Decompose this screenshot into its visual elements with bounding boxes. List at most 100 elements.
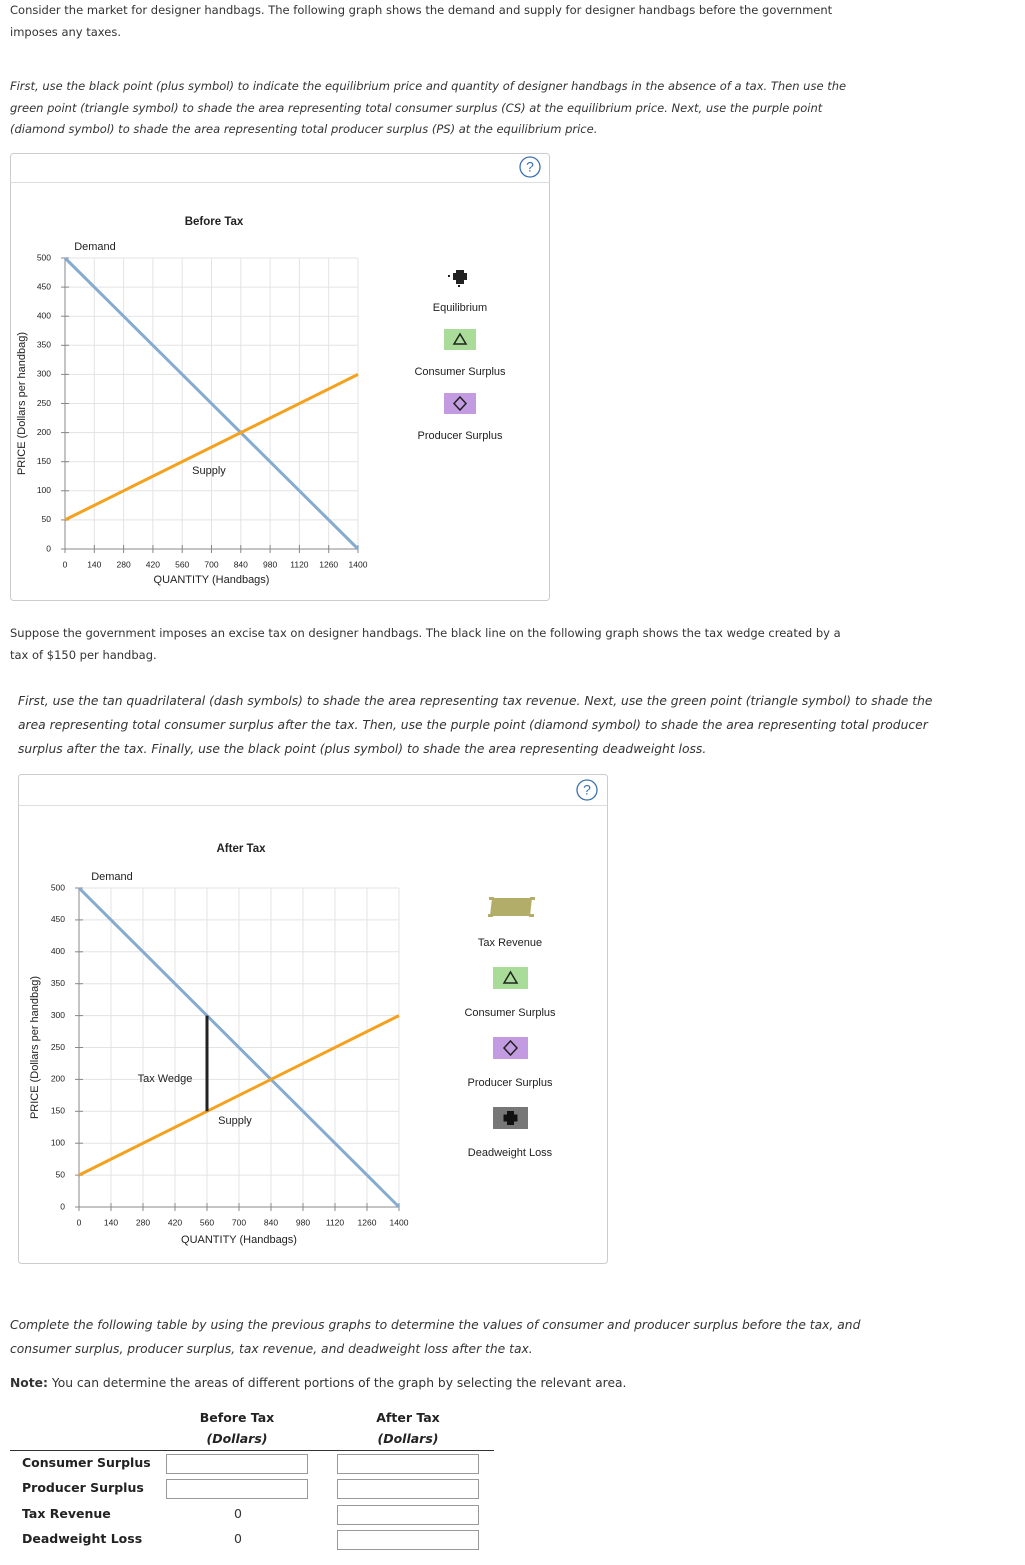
y-axis-label: PRICE (Dollars per handbag) [29,976,41,1119]
y-tick-label: 300 [37,369,51,379]
column-header: After Tax [376,1410,440,1425]
row-label: Tax Revenue [22,1506,111,1521]
x-tick-label: 980 [263,559,277,569]
series-line [63,256,360,551]
chart-title: After Tax [217,843,267,855]
svg-text:?: ? [583,782,591,798]
x-tick-label: 1260 [319,559,338,569]
y-tick-label: 300 [51,1010,65,1020]
svg-text:?: ? [526,159,534,175]
y-tick-label: 150 [51,1106,65,1116]
tool-label: Deadweight Loss [468,1147,553,1159]
x-tick-label: 140 [87,559,101,569]
consumer-surplus-tool[interactable] [493,967,528,989]
y-tick-label: 150 [37,456,51,466]
y-tick-label: 500 [37,252,51,262]
producer-surplus-tool[interactable] [493,1037,528,1059]
series-label: Demand [74,241,116,253]
x-tick-label: 420 [146,559,160,569]
series-line [64,373,359,522]
answer-input[interactable] [337,1479,479,1499]
series-label: Demand [91,871,133,883]
y-tick-label: 250 [51,1042,65,1052]
row-label: Consumer Surplus [22,1455,151,1470]
x-tick-label: 560 [200,1217,214,1227]
y-axis-label: PRICE (Dollars per handbag) [16,332,28,475]
answer-input[interactable] [166,1454,308,1474]
equilibrium-tool[interactable] [448,270,467,287]
y-tick-label: 400 [51,946,65,956]
answer-input[interactable] [337,1530,479,1550]
note-label: Note: [10,1376,48,1390]
chart-title: Before Tax [185,216,244,228]
tax-revenue-tool[interactable] [488,897,535,917]
x-tick-label: 0 [63,559,68,569]
table-instructions: Complete the following table by using th… [10,1318,861,1356]
x-tick-label: 0 [77,1217,82,1227]
y-tick-label: 0 [60,1201,65,1211]
tool-label: Consumer Surplus [464,1007,556,1019]
table-cell: 0 [234,1506,242,1521]
x-tick-label: 280 [117,559,131,569]
y-tick-label: 400 [37,310,51,320]
tool-label: Tax Revenue [478,937,542,949]
x-tick-label: 1400 [390,1217,409,1227]
series-label: Supply [218,1115,252,1127]
help-icon[interactable]: ? [576,779,598,801]
answer-input[interactable] [166,1479,308,1499]
deadweight-loss-tool[interactable] [493,1107,528,1129]
y-tick-label: 250 [37,398,51,408]
note-text: You can determine the areas of different… [51,1376,627,1390]
tax-text: Suppose the government imposes an excise… [10,626,841,662]
y-tick-label: 50 [56,1169,66,1179]
x-tick-label: 1400 [349,559,368,569]
tool-label: Consumer Surplus [414,366,506,378]
row-label: Producer Surplus [22,1480,144,1495]
y-tick-label: 200 [51,1074,65,1084]
y-tick-label: 100 [37,485,51,495]
answer-input[interactable] [337,1505,479,1525]
series-label: Tax Wedge [138,1073,193,1085]
tool-label: Producer Surplus [468,1077,553,1089]
x-tick-label: 840 [234,559,248,569]
y-tick-label: 350 [37,340,51,350]
y-tick-label: 0 [46,543,51,553]
x-axis-label: QUANTITY (Handbags) [181,1234,297,1246]
series-line [77,886,401,1209]
consumer-surplus-tool[interactable] [444,329,476,350]
y-tick-label: 450 [37,281,51,291]
x-tick-label: 700 [204,559,218,569]
intro-text: Consider the market for designer handbag… [10,3,833,39]
graph-panel [10,153,550,601]
column-header: Before Tax [199,1410,275,1425]
column-unit: (Dollars) [206,1431,268,1446]
y-tick-label: 100 [51,1137,65,1147]
table-cell: 0 [234,1531,242,1546]
x-tick-label: 700 [232,1217,246,1227]
help-icon[interactable]: ? [519,156,541,178]
tool-label: Producer Surplus [418,430,503,442]
series-line [78,1014,400,1177]
series-label: Supply [192,465,226,477]
y-tick-label: 200 [37,427,51,437]
y-tick-label: 450 [51,914,65,924]
graph-panel [18,774,608,1264]
x-tick-label: 420 [168,1217,182,1227]
x-axis-label: QUANTITY (Handbags) [154,574,270,586]
tool-label: Equilibrium [433,302,487,314]
instructions: First, use the black point (plus symbol)… [10,79,847,136]
x-tick-label: 1120 [326,1217,345,1227]
producer-surplus-tool[interactable] [444,393,476,414]
row-label: Deadweight Loss [22,1531,143,1546]
instructions: First, use the tan quadrilateral (dash s… [18,694,933,756]
y-tick-label: 50 [42,514,52,524]
answer-input[interactable] [337,1454,479,1474]
x-tick-label: 840 [264,1217,278,1227]
x-tick-label: 1260 [358,1217,377,1227]
x-tick-label: 1120 [290,559,309,569]
x-tick-label: 560 [175,559,189,569]
x-tick-label: 980 [296,1217,310,1227]
